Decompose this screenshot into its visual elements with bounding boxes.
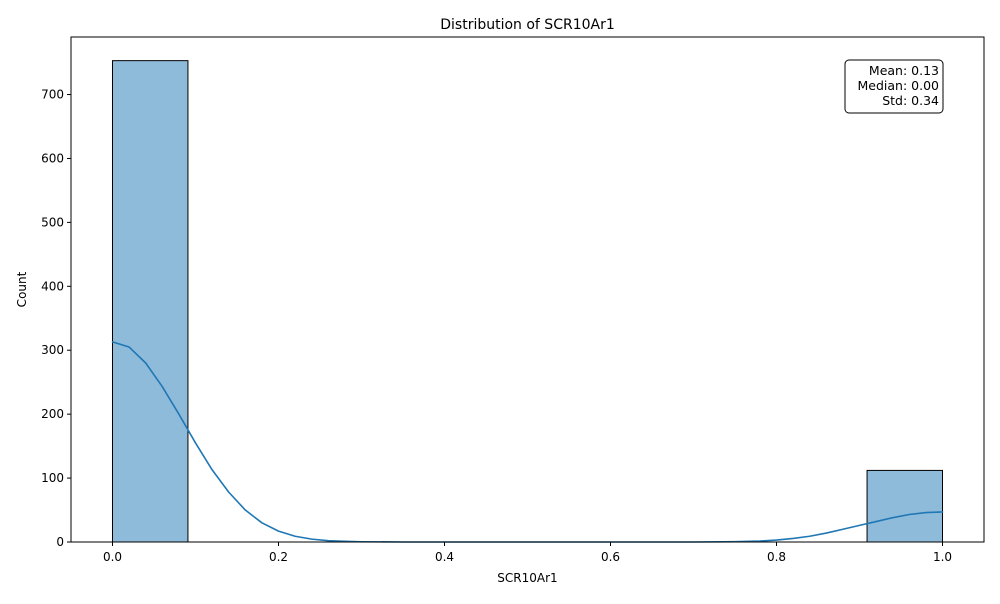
histogram-bar: [112, 60, 189, 543]
x-tick-label: 0.4: [435, 550, 454, 564]
stats-mean: Mean: 0.13: [869, 63, 939, 78]
y-tick-label: 400: [41, 279, 64, 293]
y-tick-label: 100: [41, 471, 64, 485]
stats-std: Std: 0.34: [882, 93, 939, 108]
x-tick-label: 0.6: [601, 550, 620, 564]
y-axis-label: Count: [15, 271, 29, 307]
kde-layer: [111, 341, 944, 543]
kde-line: [111, 341, 944, 543]
x-tick-label: 1.0: [933, 550, 952, 564]
y-tick-label: 300: [41, 343, 64, 357]
stats-median: Median: 0.00: [858, 78, 940, 93]
stats-box: Mean: 0.13 Median: 0.00 Std: 0.34: [844, 59, 944, 114]
y-axis-ticks: 0 100 200 300 400 500 600 700: [41, 88, 71, 549]
y-tick-label: 500: [41, 215, 64, 229]
plot-frame: [70, 36, 985, 543]
stats-box-frame: [844, 59, 944, 114]
y-tick-label: 0: [56, 535, 64, 549]
x-tick-label: 0.2: [269, 550, 288, 564]
x-tick-label: 0.8: [767, 550, 786, 564]
histogram-bar: [866, 469, 943, 543]
y-tick-label: 600: [41, 151, 64, 165]
x-axis-ticks: 0.0 0.2 0.4 0.6 0.8 1.0: [103, 542, 952, 564]
y-tick-label: 200: [41, 407, 64, 421]
x-tick-label: 0.0: [103, 550, 122, 564]
bars-layer: [112, 60, 943, 543]
chart-title: Distribution of SCR10Ar1: [440, 17, 615, 33]
x-axis-label: SCR10Ar1: [497, 571, 557, 585]
y-tick-label: 700: [41, 88, 64, 102]
